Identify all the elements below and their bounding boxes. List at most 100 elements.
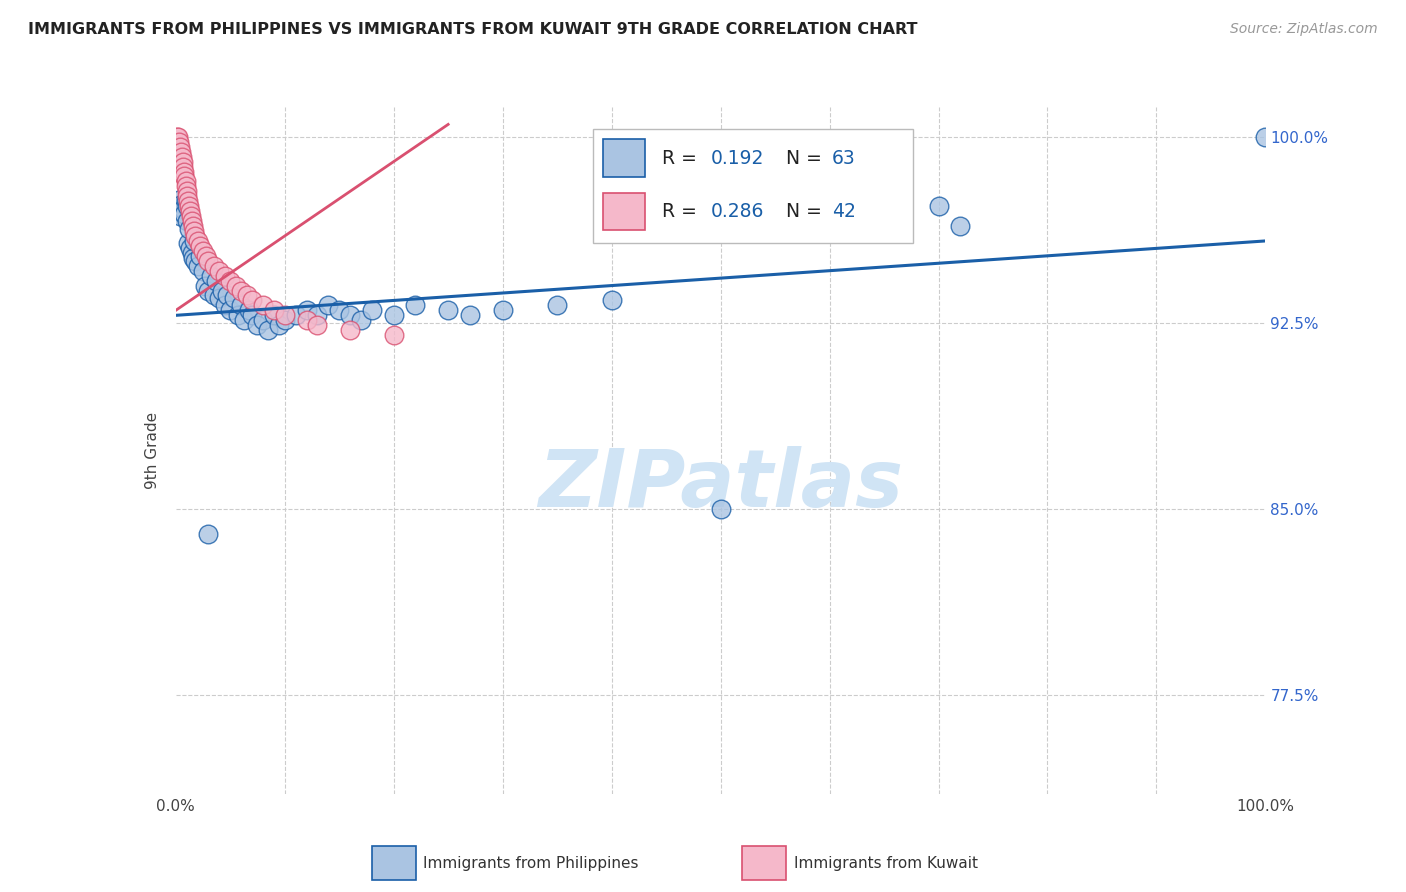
- Text: Immigrants from Kuwait: Immigrants from Kuwait: [793, 855, 977, 871]
- Point: [181, 252, 204, 266]
- Point: [219, 274, 242, 288]
- Point: [181, 214, 204, 228]
- Point: [219, 303, 242, 318]
- Point: [173, 164, 195, 178]
- Text: R =: R =: [662, 202, 703, 221]
- Point: [208, 263, 231, 277]
- Point: [339, 309, 361, 323]
- Point: [191, 263, 214, 277]
- Point: [492, 303, 515, 318]
- Point: [167, 129, 190, 144]
- Point: [202, 288, 225, 302]
- Y-axis label: 9th Grade: 9th Grade: [145, 412, 160, 489]
- Point: [176, 199, 198, 213]
- Point: [184, 253, 207, 268]
- Point: [174, 194, 197, 209]
- Point: [173, 169, 195, 184]
- Point: [170, 192, 193, 206]
- Point: [194, 278, 217, 293]
- Point: [170, 145, 193, 159]
- Point: [172, 160, 194, 174]
- Point: [183, 224, 205, 238]
- Point: [246, 318, 269, 333]
- Point: [382, 328, 405, 343]
- Point: [328, 303, 350, 318]
- Point: [167, 135, 190, 149]
- Text: Source: ZipAtlas.com: Source: ZipAtlas.com: [1230, 22, 1378, 37]
- Point: [176, 189, 198, 203]
- Point: [339, 323, 361, 337]
- FancyBboxPatch shape: [593, 128, 914, 244]
- Point: [263, 303, 285, 318]
- Point: [263, 309, 285, 323]
- Point: [177, 199, 200, 213]
- Point: [180, 209, 202, 223]
- Point: [181, 246, 204, 260]
- Point: [172, 154, 194, 169]
- Text: Immigrants from Philippines: Immigrants from Philippines: [423, 855, 638, 871]
- Point: [211, 284, 233, 298]
- Point: [710, 501, 733, 516]
- Point: [222, 291, 245, 305]
- Text: R =: R =: [662, 148, 703, 168]
- Point: [172, 196, 194, 211]
- Point: [928, 199, 950, 213]
- Point: [200, 268, 222, 283]
- Point: [284, 309, 307, 323]
- Point: [202, 259, 225, 273]
- Point: [318, 298, 340, 312]
- Point: [238, 303, 260, 318]
- Point: [188, 249, 211, 263]
- Point: [233, 313, 256, 327]
- Point: [214, 268, 236, 283]
- Point: [179, 241, 201, 255]
- Point: [295, 313, 318, 327]
- Point: [174, 179, 197, 194]
- Point: [231, 298, 253, 312]
- Point: [176, 185, 198, 199]
- Point: [350, 313, 373, 327]
- Point: [186, 259, 209, 273]
- Point: [252, 298, 274, 312]
- Point: [188, 239, 211, 253]
- Point: [546, 298, 568, 312]
- Point: [215, 288, 238, 302]
- Point: [274, 313, 297, 327]
- Point: [177, 221, 200, 235]
- Point: [226, 309, 249, 323]
- Point: [205, 274, 228, 288]
- Text: 42: 42: [832, 202, 856, 221]
- Point: [177, 194, 200, 209]
- Point: [240, 293, 263, 308]
- Point: [437, 303, 460, 318]
- Point: [600, 293, 623, 308]
- Point: [274, 309, 297, 323]
- Point: [458, 309, 481, 323]
- Point: [183, 234, 205, 248]
- Point: [169, 139, 191, 153]
- Point: [179, 204, 201, 219]
- Point: [949, 219, 972, 233]
- Point: [172, 150, 194, 164]
- Point: [167, 199, 190, 213]
- Point: [184, 229, 207, 244]
- Point: [360, 303, 382, 318]
- FancyBboxPatch shape: [603, 193, 645, 230]
- Point: [174, 174, 197, 188]
- Text: 63: 63: [832, 148, 855, 168]
- Point: [252, 313, 274, 327]
- Point: [181, 219, 204, 233]
- Point: [166, 129, 188, 144]
- Point: [177, 236, 200, 251]
- Point: [208, 291, 231, 305]
- Point: [197, 253, 219, 268]
- Point: [197, 284, 219, 298]
- Point: [1254, 129, 1277, 144]
- Point: [269, 318, 291, 333]
- Text: 0.192: 0.192: [711, 148, 763, 168]
- Point: [197, 526, 219, 541]
- Point: [307, 309, 329, 323]
- Point: [307, 318, 329, 333]
- Text: IMMIGRANTS FROM PHILIPPINES VS IMMIGRANTS FROM KUWAIT 9TH GRADE CORRELATION CHAR: IMMIGRANTS FROM PHILIPPINES VS IMMIGRANT…: [28, 22, 918, 37]
- Point: [191, 244, 214, 258]
